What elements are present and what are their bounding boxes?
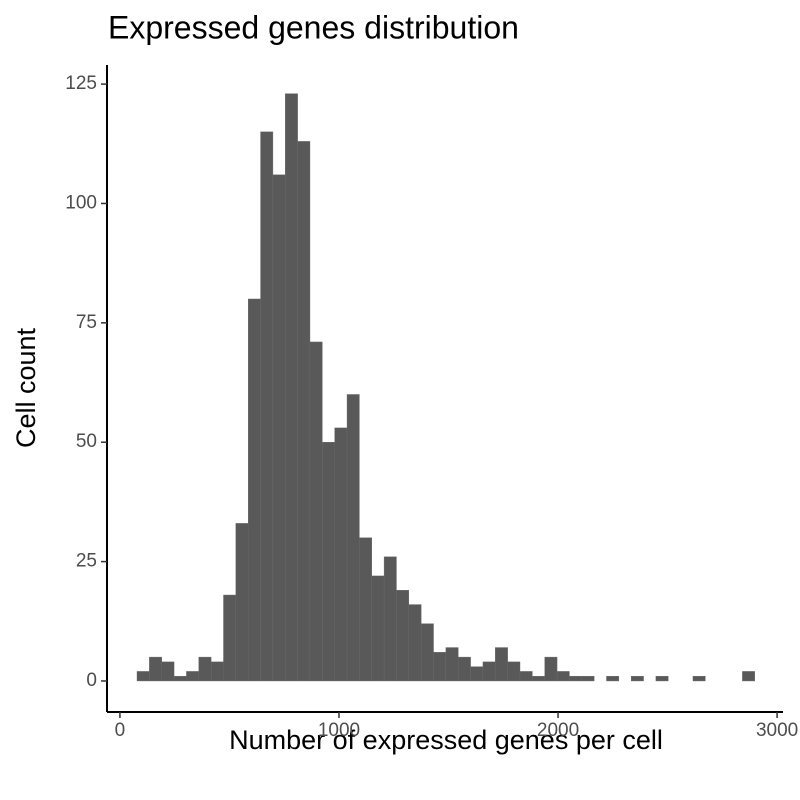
bar xyxy=(482,661,496,682)
bar xyxy=(433,652,447,682)
bar xyxy=(186,671,199,682)
bar xyxy=(272,174,286,682)
y-tick-label: 75 xyxy=(76,312,97,333)
x-axis-label: Number of expressed genes per cell xyxy=(229,725,663,755)
x-tick-label: 2000 xyxy=(537,720,579,741)
bar xyxy=(445,647,459,682)
bar xyxy=(470,666,484,682)
x-tick-label: 0 xyxy=(115,720,126,741)
bar xyxy=(544,656,558,682)
bar xyxy=(260,131,274,682)
chart-title: Expressed genes distribution xyxy=(108,9,519,45)
bar xyxy=(606,675,620,682)
y-tick-label: 100 xyxy=(65,192,97,213)
bar xyxy=(569,675,582,682)
bar xyxy=(556,671,570,682)
y-axis-label: Cell count xyxy=(11,327,41,448)
y-tick-label: 0 xyxy=(86,670,97,691)
bar xyxy=(285,93,298,682)
bar xyxy=(495,647,508,682)
bar xyxy=(210,661,224,682)
bar xyxy=(334,427,348,682)
x-tick-label: 3000 xyxy=(756,720,798,741)
bar xyxy=(309,341,323,682)
bar xyxy=(408,604,422,682)
bar xyxy=(136,671,150,682)
bar xyxy=(371,575,385,682)
y-tick-label: 125 xyxy=(65,73,97,94)
bar xyxy=(420,623,434,682)
bar xyxy=(507,661,521,682)
bar xyxy=(655,675,669,682)
bar xyxy=(322,442,335,682)
bar xyxy=(742,671,755,682)
bar xyxy=(396,590,410,682)
bar xyxy=(297,141,311,682)
bar xyxy=(235,523,249,682)
bar xyxy=(149,656,162,682)
bar xyxy=(198,656,212,682)
bar xyxy=(346,394,360,682)
bar xyxy=(630,675,644,682)
bar xyxy=(458,656,471,682)
bar xyxy=(383,556,397,682)
bar xyxy=(173,675,187,682)
bar xyxy=(692,675,706,682)
bar xyxy=(581,675,595,682)
bar xyxy=(359,537,372,682)
x-tick-label: 1000 xyxy=(318,720,360,741)
bar xyxy=(161,661,175,682)
bar xyxy=(248,298,261,682)
bar xyxy=(519,671,533,682)
bar xyxy=(532,675,545,682)
y-tick-label: 50 xyxy=(76,431,97,452)
bar xyxy=(223,594,237,682)
y-tick-label: 25 xyxy=(76,551,97,572)
